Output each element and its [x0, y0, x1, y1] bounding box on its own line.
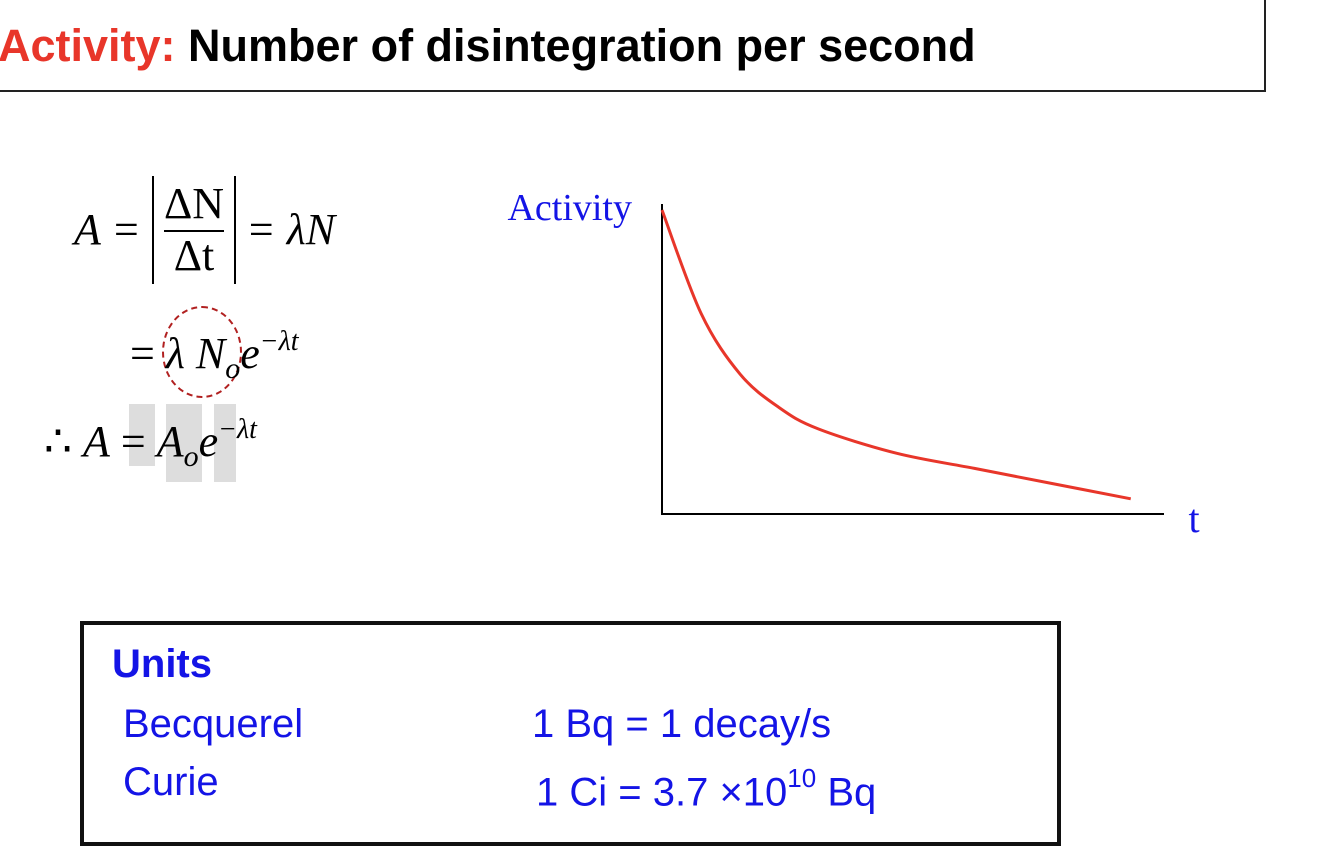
eq3-therefore: ∴	[44, 417, 72, 466]
fraction-bar	[164, 230, 224, 232]
equation-line-1: A =	[74, 206, 141, 254]
units-title: Units	[112, 642, 212, 686]
eq1-lhs: A =	[74, 205, 141, 254]
eq3-e: e	[198, 417, 219, 466]
curie-def-suffix: Bq	[816, 770, 877, 815]
equation-line-2: = λ Noe−λt	[130, 326, 299, 385]
y-axis-label: Activity	[507, 187, 632, 229]
fraction-numerator: ΔN	[163, 179, 225, 228]
eq2-e: e	[240, 329, 260, 378]
eq1-rhs: = λN	[246, 205, 336, 254]
eq2-equals: =	[130, 329, 155, 378]
eq2-exp: −λt	[259, 326, 299, 357]
activity-decay-chart: Activity t	[507, 187, 1199, 541]
title-accent: Activity:	[0, 20, 176, 71]
curie-def-exponent: 10	[787, 763, 817, 793]
title-rest: Number of disintegration per second	[175, 20, 976, 71]
fraction-denominator: Δt	[173, 231, 215, 280]
eq2-lambda-n: λ N	[165, 329, 226, 378]
unit-name-curie: Curie	[123, 760, 219, 804]
equation-line-3: ∴ A = Aoe−λt	[44, 414, 257, 473]
slide-title: Activity: Number of disintegration per s…	[0, 20, 976, 72]
eq3-equals: =	[120, 417, 146, 466]
highlight-ao	[166, 404, 202, 482]
unit-def-becquerel: 1 Bq = 1 decay/s	[532, 702, 832, 746]
unit-name-becquerel: Becquerel	[123, 702, 304, 746]
highlight-equals	[129, 404, 155, 466]
eq3-lhs: A	[83, 417, 110, 466]
units-box: Units Becquerel 1 Bq = 1 decay/s Curie 1…	[80, 621, 1061, 846]
eq3-a: A	[156, 417, 184, 466]
x-axis-label: t	[1188, 496, 1199, 541]
title-box: Activity: Number of disintegration per s…	[0, 0, 1266, 92]
unit-def-curie: 1 Ci = 3.7 ×1010 Bq	[536, 759, 876, 815]
decay-curve	[660, 209, 1132, 501]
eq3-exp: −λt	[218, 414, 257, 445]
abs-fraction: ΔN Δt	[152, 176, 236, 284]
highlight-circle	[162, 306, 242, 398]
eq3-sub: o	[183, 440, 199, 473]
curie-def-prefix: 1 Ci = 3.7 ×10	[536, 770, 788, 815]
eq2-sub: o	[225, 352, 241, 385]
highlight-e	[214, 404, 236, 482]
